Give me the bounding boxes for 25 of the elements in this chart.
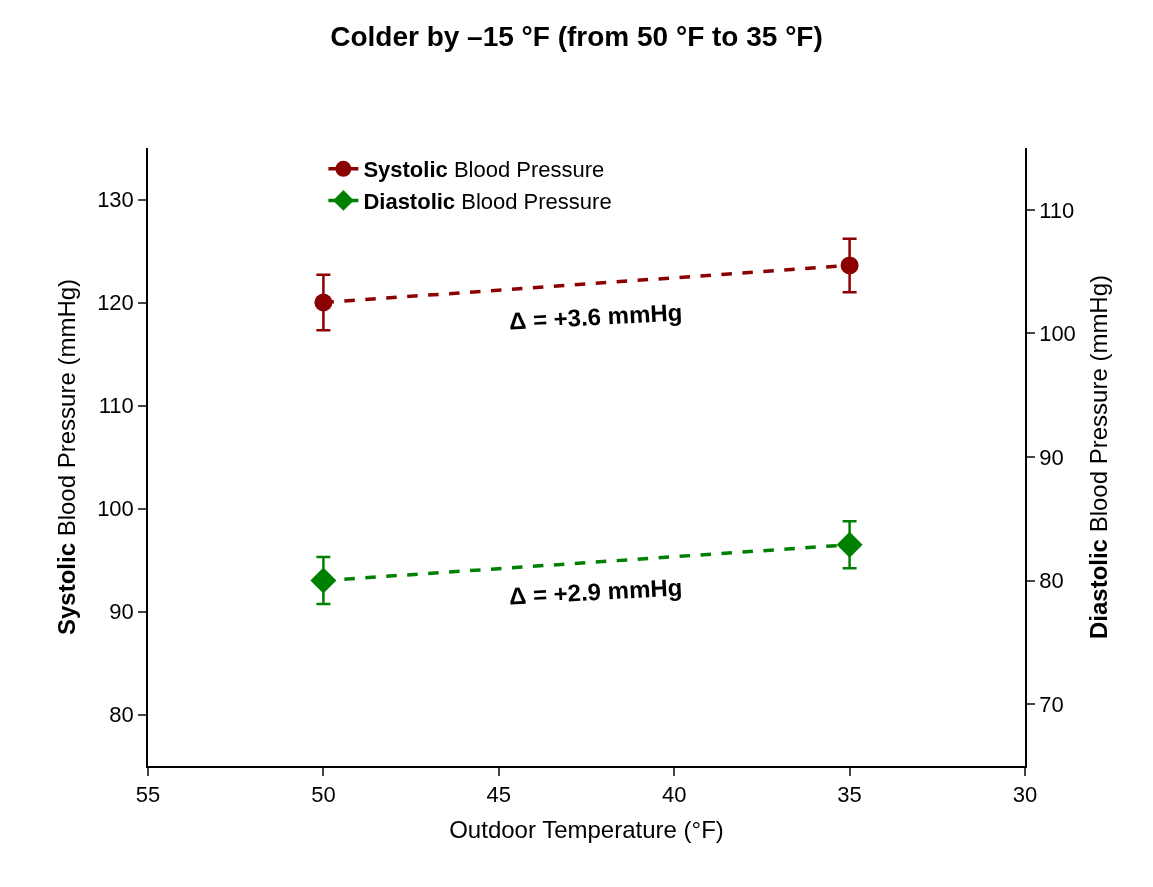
y-tick-label: 110 [98, 393, 134, 419]
y-axis-title: Systolic Blood Pressure (mmHg) [52, 278, 80, 636]
y-tick-label: 90 [109, 599, 134, 625]
annotation: Δ = +2.9 mmHg [508, 573, 683, 610]
x-tick-label: 55 [135, 782, 161, 808]
annotation: Δ = +3.6 mmHg [508, 298, 683, 335]
legend-label: Diastolic Blood Pressure [363, 188, 612, 214]
x-tick-label: 45 [486, 782, 512, 808]
x-tick-label: 40 [661, 782, 687, 808]
chart-title: Colder by –15 °F (from 50 °F to 35 °F) [330, 21, 823, 53]
y-tick-label: 120 [97, 290, 134, 316]
y2-tick-label: 80 [1039, 568, 1064, 594]
y2-tick-label: 70 [1039, 691, 1064, 717]
y-tick-label: 130 [97, 187, 134, 213]
y-tick-label: 80 [109, 702, 134, 728]
x-tick-label: 30 [1012, 782, 1038, 808]
y2-tick-label: 90 [1039, 444, 1064, 470]
x-axis-title: Outdoor Temperature (°F) [449, 815, 724, 843]
y2-tick-label: 100 [1039, 321, 1076, 347]
y-tick-label: 100 [97, 496, 134, 522]
y2-tick-label: 110 [1039, 197, 1075, 223]
y2-axis-title: Diastolic Blood Pressure (mmHg) [1084, 274, 1112, 640]
legend-label: Systolic Blood Pressure [363, 157, 605, 183]
x-tick-label: 35 [837, 782, 862, 808]
x-tick-label: 50 [311, 782, 336, 808]
